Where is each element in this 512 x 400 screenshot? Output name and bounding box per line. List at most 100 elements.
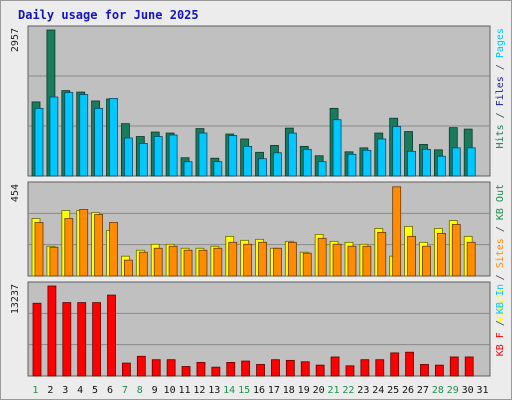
x-tick-label-day-19: 19 xyxy=(298,385,310,396)
files-bar-day-9 xyxy=(153,136,163,177)
kbytes-bar-day-16 xyxy=(256,364,265,377)
x-tick-label-day-22: 22 xyxy=(342,385,354,396)
sites-bar-day-1 xyxy=(34,222,44,277)
x-tick-label-day-11: 11 xyxy=(178,385,190,396)
x-tick-label-day-20: 20 xyxy=(313,385,325,396)
kbytes-bar-day-29 xyxy=(449,356,459,377)
files-bar-day-12 xyxy=(198,132,208,177)
files-bar-day-17 xyxy=(273,152,282,177)
legend-entry: Hits xyxy=(495,124,506,148)
sites-bar-day-26 xyxy=(407,235,416,277)
sites-bar-day-5 xyxy=(94,214,104,277)
kbytes-bar-day-3 xyxy=(62,302,72,377)
files-bar-day-4 xyxy=(79,94,89,177)
sites-bar-day-18 xyxy=(287,241,297,277)
x-tick-label-day-27: 27 xyxy=(417,385,429,396)
sites-bar-day-9 xyxy=(153,247,163,277)
sites-bar-day-14 xyxy=(228,241,238,277)
sites-bar-day-19 xyxy=(302,252,312,277)
x-tick-label-day-16: 16 xyxy=(253,385,265,396)
x-tick-label-day-24: 24 xyxy=(372,385,384,396)
files-bar-day-26 xyxy=(407,150,416,177)
sites-bar-day-17 xyxy=(273,247,282,277)
kbytes-bar-day-6 xyxy=(107,294,116,377)
x-tick-label-day-31: 31 xyxy=(477,385,489,396)
files-bar-day-22 xyxy=(347,153,357,177)
sites-bar-day-4 xyxy=(79,209,89,277)
x-tick-label-day-18: 18 xyxy=(283,385,295,396)
kbytes-bar-day-2 xyxy=(47,285,57,377)
kbytes-bar-day-17 xyxy=(271,359,280,377)
files-bar-day-24 xyxy=(377,138,387,177)
kbytes-bar-day-25 xyxy=(390,352,400,377)
files-bar-day-1 xyxy=(34,107,44,177)
x-tick-label-day-17: 17 xyxy=(268,385,280,396)
sites-bar-day-27 xyxy=(422,245,431,277)
files-bar-day-18 xyxy=(287,132,297,177)
panel-visits-sites-legend: Visits / Sites / KB Out xyxy=(495,184,506,322)
kbytes-bar-day-23 xyxy=(360,359,370,377)
sites-bar-day-7 xyxy=(124,259,133,277)
files-bar-day-28 xyxy=(436,155,446,177)
files-bar-day-3 xyxy=(64,92,74,177)
kbytes-bar-day-20 xyxy=(315,364,325,377)
x-tick-label-day-15: 15 xyxy=(238,385,250,396)
kbytes-bar-day-28 xyxy=(434,364,444,377)
kbytes-bar-day-19 xyxy=(300,361,310,377)
files-bar-day-16 xyxy=(258,158,267,177)
sites-bar-day-30 xyxy=(466,241,476,277)
kbytes-bar-day-11 xyxy=(181,366,191,377)
kbytes-bar-day-10 xyxy=(166,359,176,377)
legend-entry: KB In xyxy=(495,284,506,314)
kbytes-bar-day-24 xyxy=(375,359,385,377)
kbytes-bar-day-12 xyxy=(196,362,206,377)
x-tick-label-day-5: 5 xyxy=(92,385,98,396)
x-tick-label-day-28: 28 xyxy=(432,385,444,396)
x-tick-label-day-30: 30 xyxy=(462,385,474,396)
x-tick-label-day-8: 8 xyxy=(137,385,143,396)
files-bar-day-11 xyxy=(183,161,193,177)
x-tick-label-day-10: 10 xyxy=(164,385,176,396)
files-bar-day-21 xyxy=(332,119,342,177)
files-bar-day-5 xyxy=(94,107,104,177)
x-tick-label-day-29: 29 xyxy=(447,385,459,396)
sites-bar-day-11 xyxy=(183,249,193,277)
files-bar-day-20 xyxy=(317,161,327,177)
sites-bar-day-2 xyxy=(49,246,59,277)
sites-bar-day-6 xyxy=(109,222,118,277)
x-tick-label-day-3: 3 xyxy=(62,385,68,396)
sites-bar-day-3 xyxy=(64,218,74,277)
legend-entry: Sites xyxy=(495,238,506,268)
x-tick-label-day-4: 4 xyxy=(77,385,83,396)
x-tick-label-day-25: 25 xyxy=(387,385,399,396)
x-tick-label-day-21: 21 xyxy=(327,385,339,396)
sites-bar-day-21 xyxy=(332,243,342,277)
files-bar-day-29 xyxy=(451,147,461,177)
legend-entry: KB F xyxy=(495,332,506,356)
sites-bar-day-13 xyxy=(213,247,223,277)
sites-bar-day-20 xyxy=(317,237,327,277)
x-tick-label-day-26: 26 xyxy=(402,385,414,396)
x-tick-label-day-9: 9 xyxy=(152,385,158,396)
sites-bar-day-15 xyxy=(243,243,253,277)
sites-bar-day-16 xyxy=(258,241,267,277)
files-bar-day-27 xyxy=(422,148,431,177)
x-tick-label-day-14: 14 xyxy=(223,385,235,396)
sites-bar-day-22 xyxy=(347,245,357,277)
kbytes-bar-day-26 xyxy=(405,351,414,377)
panel-visits-sites-ymax-label: 454 xyxy=(10,184,21,202)
x-tick-label-day-12: 12 xyxy=(193,385,205,396)
legend-entry: KB Out xyxy=(495,184,506,220)
x-tick-label-day-1: 1 xyxy=(32,385,38,396)
kbytes-bar-day-7 xyxy=(122,362,131,377)
files-bar-day-15 xyxy=(243,145,253,177)
legend-entry: Visits xyxy=(495,286,506,322)
panel-kbytes-ymax-label: 13237 xyxy=(10,284,21,314)
kbytes-bar-day-1 xyxy=(32,302,42,377)
panel-hits-files-pages-legend: Hits / Files / Pages xyxy=(495,28,506,148)
sites-bar-day-25 xyxy=(392,186,402,277)
sites-bar-day-28 xyxy=(436,232,446,277)
sites-bar-day-23 xyxy=(362,245,372,277)
kbytes-bar-day-18 xyxy=(285,359,295,377)
kbytes-bar-day-4 xyxy=(77,302,87,377)
